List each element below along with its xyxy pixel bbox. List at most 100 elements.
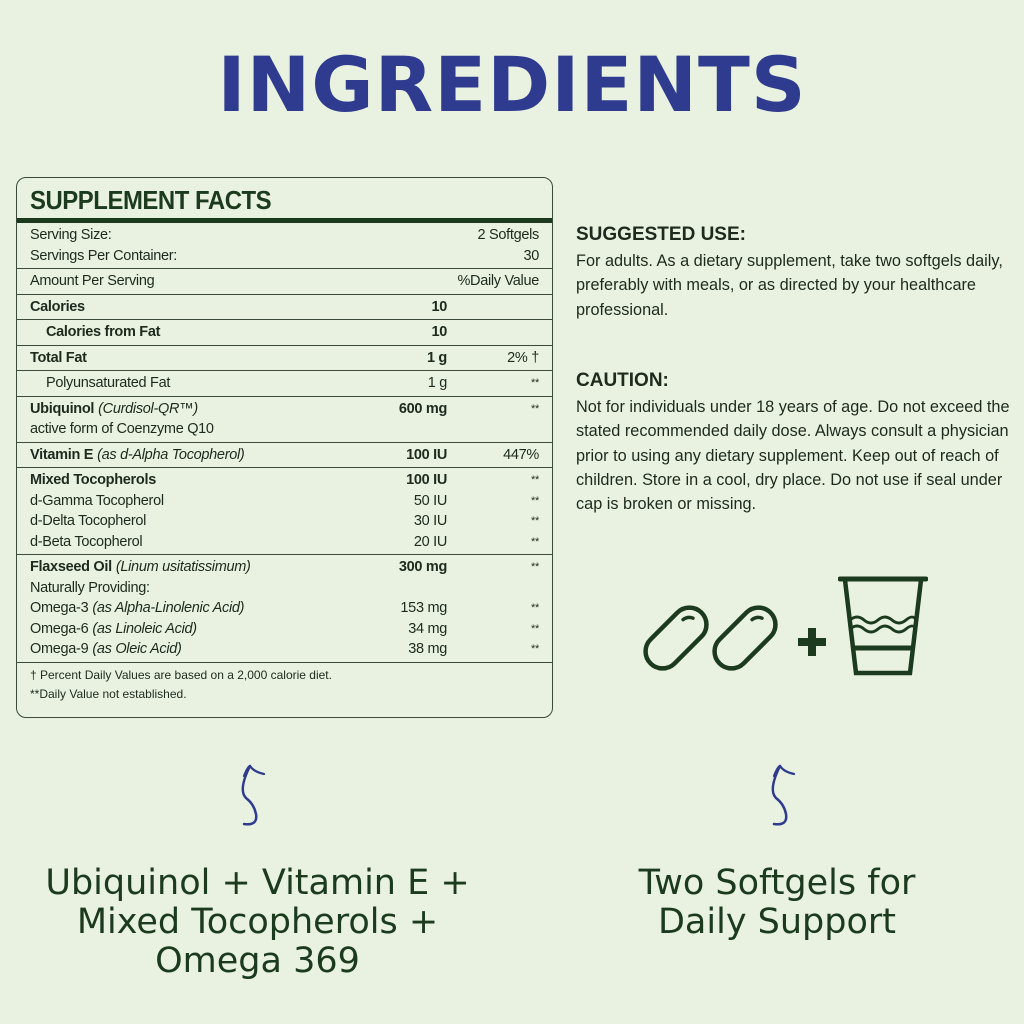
caution-heading: CAUTION: <box>576 370 669 391</box>
nutrient-name: d-Beta Tocopherol <box>30 533 143 550</box>
nutrient-source: (Linum usitatissimum) <box>115 559 251 576</box>
facts-row: Serving Size: 2 Softgels <box>30 225 539 246</box>
nutrient-source: (as Linoleic Acid) <box>92 620 197 637</box>
daily-value: ** <box>531 622 539 635</box>
facts-section: Mixed Tocopherols 100 IU ** d-Gamma Tocophe… <box>17 468 552 555</box>
facts-section: Vitamin E (as d-Alpha Tocopherol) 100 IU 44… <box>17 443 552 468</box>
nutrient-label: d-Gamma Tocopherol <box>30 493 337 509</box>
nutrient-label: Servings Per Container: <box>30 248 339 264</box>
nutrient-name: Polyunsaturated Fat <box>46 375 171 392</box>
suggested-use-text: For adults. As a dietary supplement, tak… <box>576 252 1003 319</box>
plus-icon <box>798 628 826 656</box>
amount-per-serving: 300 mg <box>398 559 447 576</box>
facts-row: Calories 10 <box>30 297 539 318</box>
nutrient-label: Flaxseed Oil (Linum usitatissimum) <box>30 559 337 575</box>
daily-value: %Daily Value <box>457 273 539 290</box>
daily-value: ** <box>531 561 539 574</box>
nutrient-name: Servings Per Container: <box>30 247 178 264</box>
daily-value: ** <box>531 494 539 507</box>
amount-per-serving: 30 IU <box>413 513 447 530</box>
amount-per-serving: 153 mg <box>400 600 447 617</box>
facts-row: Mixed Tocopherols 100 IU ** <box>30 470 539 491</box>
daily-value: 30 <box>523 247 539 264</box>
facts-section: Calories 10 <box>17 295 552 320</box>
nutrient-name: d-Delta Tocopherol <box>30 513 147 530</box>
facts-row: Omega-3 (as Alpha-Linolenic Acid) 153 mg ** <box>30 598 539 619</box>
facts-row: Flaxseed Oil (Linum usitatissimum) 300 mg *… <box>30 557 539 578</box>
nutrient-name: Omega-9 <box>30 641 89 658</box>
nutrient-name: Serving Size: <box>30 227 112 244</box>
heading-rule <box>17 218 552 223</box>
amount-per-serving: 50 IU <box>413 492 447 509</box>
daily-value: 447% <box>503 446 539 463</box>
daily-value: ** <box>531 602 539 615</box>
amount-per-serving: 1 g <box>426 349 447 366</box>
nutrient-label: active form of Coenzyme Q10 <box>30 421 337 437</box>
daily-value: ** <box>531 515 539 528</box>
left-tagline: Ubiquinol + Vitamin E + Mixed Tocopherol… <box>45 863 470 981</box>
nutrient-label: Omega-3 (as Alpha-Linolenic Acid) <box>30 600 337 616</box>
nutrient-name: Vitamin E <box>30 446 94 463</box>
nutrient-name: Mixed Tocopherols <box>30 472 156 489</box>
footnote: **Daily Value not established. <box>30 686 187 701</box>
suggested-use-heading: SUGGESTED USE: <box>576 224 746 245</box>
facts-row: d-Beta Tocopherol 20 IU ** <box>30 532 539 553</box>
facts-rows: Serving Size: 2 Softgels Servings Per Cont… <box>17 223 552 707</box>
daily-value: ** <box>531 377 539 390</box>
facts-row: Polyunsaturated Fat 1 g ** <box>30 373 539 394</box>
facts-row: Ubiquinol (Curdisol-QR™) 600 mg ** <box>30 399 539 420</box>
supplement-facts-panel: SUPPLEMENT FACTS Serving Size: 2 Softgels… <box>16 177 553 718</box>
nutrient-label: Vitamin E (as d-Alpha Tocopherol) <box>30 447 337 463</box>
facts-row: Vitamin E (as d-Alpha Tocopherol) 100 IU 44… <box>30 445 539 466</box>
footnotes: † Percent Daily Values are based on a 2,… <box>17 663 552 707</box>
nutrient-label: d-Beta Tocopherol <box>30 534 337 550</box>
daily-value: ** <box>531 535 539 548</box>
squiggle-arrow-icon <box>241 764 266 826</box>
nutrient-name: Flaxseed Oil <box>30 559 112 576</box>
nutrient-label: d-Delta Tocopherol <box>30 513 337 529</box>
facts-row: d-Delta Tocopherol 30 IU ** <box>30 511 539 532</box>
amount-per-serving: 100 IU <box>406 472 447 489</box>
nutrient-source: (Curdisol-QR™) <box>98 400 198 417</box>
daily-value: ** <box>531 402 539 415</box>
amount-per-serving: 10 <box>431 324 447 341</box>
facts-row: active form of Coenzyme Q10 <box>30 419 539 440</box>
nutrient-label: Ubiquinol (Curdisol-QR™) <box>30 401 337 417</box>
nutrient-name: Calories <box>30 298 85 315</box>
nutrient-source: (as d-Alpha Tocopherol) <box>97 446 245 463</box>
nutrient-name: Omega-6 <box>30 620 89 637</box>
nutrient-source: (as Oleic Acid) <box>92 641 182 658</box>
footnote: † Percent Daily Values are based on a 2,… <box>30 667 332 682</box>
page-title: INGREDIENTS <box>217 40 807 129</box>
amount-per-serving: 34 mg <box>408 620 447 637</box>
amount-per-serving: 1 g <box>427 375 448 392</box>
facts-row: Naturally Providing: <box>30 578 539 599</box>
nutrient-name: Naturally Providing: <box>30 579 150 596</box>
facts-section: Total Fat 1 g 2% † <box>17 346 552 371</box>
facts-section: Amount Per Serving %Daily Value <box>17 269 552 295</box>
amount-per-serving: 10 <box>431 298 447 315</box>
nutrient-source: (as Alpha-Linolenic Acid) <box>92 600 245 617</box>
nutrient-name: Amount Per Serving <box>30 273 155 290</box>
daily-value: ** <box>531 474 539 487</box>
amount-per-serving: 100 IU <box>406 446 447 463</box>
softgel-icon <box>643 605 709 671</box>
facts-row: Servings Per Container: 30 <box>30 246 539 267</box>
facts-row: Amount Per Serving %Daily Value <box>30 271 539 292</box>
nutrient-name: active form of Coenzyme Q10 <box>30 421 214 438</box>
facts-section: Flaxseed Oil (Linum usitatissimum) 300 mg *… <box>17 555 552 663</box>
daily-value: 2 Softgels <box>477 227 540 244</box>
daily-value: ** <box>531 643 539 656</box>
facts-row: Omega-6 (as Linoleic Acid) 34 mg ** <box>30 619 539 640</box>
nutrient-label: Omega-6 (as Linoleic Acid) <box>30 621 337 637</box>
amount-per-serving: 20 IU <box>413 533 447 550</box>
facts-row: d-Gamma Tocopherol 50 IU ** <box>30 491 539 512</box>
facts-section: Calories from Fat 10 <box>17 320 552 346</box>
nutrient-label: Serving Size: <box>30 227 339 243</box>
facts-row: Total Fat 1 g 2% † <box>30 348 539 369</box>
nutrient-label: Calories from Fat <box>30 324 337 340</box>
squiggle-arrow-icon <box>771 764 796 826</box>
supplement-facts-heading: SUPPLEMENT FACTS <box>30 185 272 215</box>
right-tagline: Two Softgels for Daily Support <box>638 863 916 942</box>
nutrient-label: Omega-9 (as Oleic Acid) <box>30 641 337 657</box>
